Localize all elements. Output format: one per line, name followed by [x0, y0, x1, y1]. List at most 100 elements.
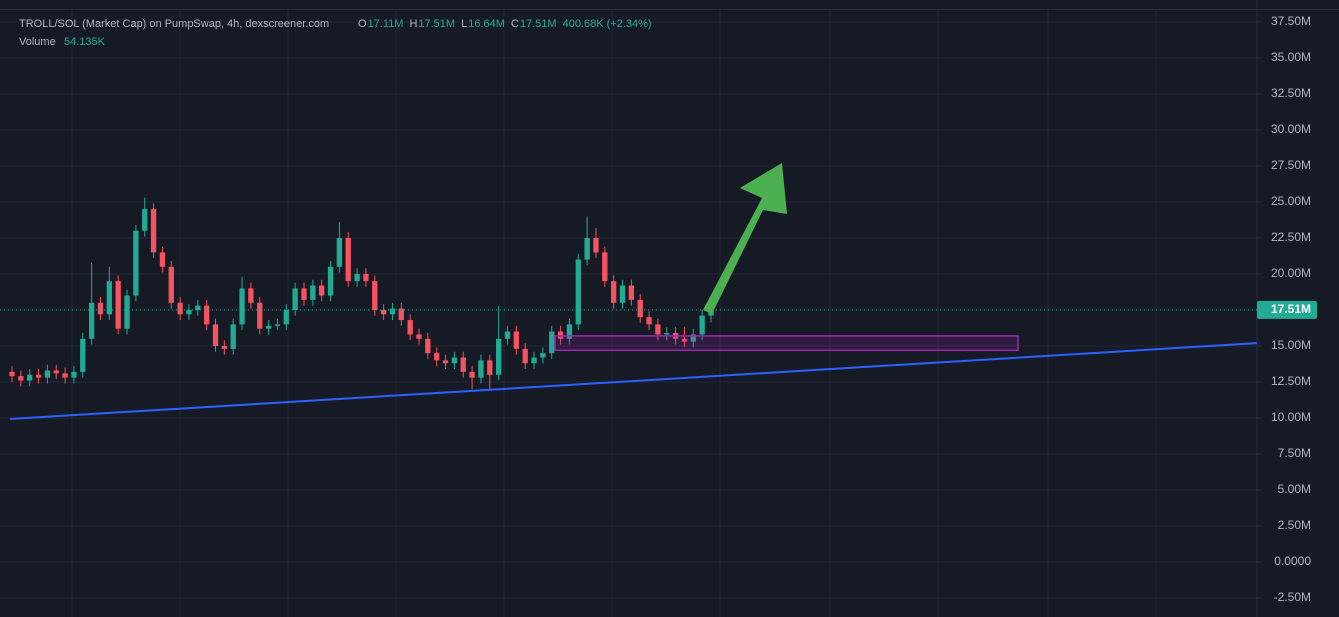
candle-body: [204, 305, 210, 325]
marks-layer: [0, 197, 1258, 420]
candle-body: [602, 252, 608, 282]
candle-body: [398, 308, 404, 321]
candle-body: [540, 353, 546, 358]
y-tick-label: 30.00M: [1271, 122, 1311, 136]
candle-body: [690, 334, 696, 342]
candle-body: [248, 288, 254, 303]
candle-body: [495, 338, 502, 375]
candle-body: [62, 373, 68, 378]
candle-body: [133, 230, 139, 296]
y-tick-label: 35.00M: [1271, 50, 1311, 64]
candle-body: [584, 237, 590, 260]
candle-body: [451, 357, 458, 364]
y-tick-label: 20.00M: [1271, 266, 1311, 280]
candle-body: [71, 371, 77, 378]
legend-key: H: [409, 18, 417, 30]
y-tick-label: 5.00M: [1278, 482, 1311, 496]
candle-body: [593, 237, 599, 253]
candle-body: [681, 338, 688, 342]
legend-key: C: [511, 18, 519, 30]
candle-body: [380, 309, 387, 315]
candle-body: [487, 360, 493, 375]
candle-body: [478, 360, 484, 378]
candle-body: [35, 374, 42, 378]
candle-body: [611, 281, 617, 303]
text-layer: TROLL/SOL (Market Cap) on PumpSwap, 4h, …: [19, 14, 1317, 604]
candle-body: [345, 237, 351, 282]
candle-body: [319, 285, 325, 296]
y-tick-label: 10.00M: [1271, 410, 1311, 424]
candle-body: [44, 370, 51, 378]
candle-body: [416, 334, 422, 339]
candle-body: [301, 288, 307, 300]
candle-body: [283, 309, 289, 325]
candle-body: [504, 331, 511, 339]
legend-value: 17.11M: [368, 18, 404, 30]
candle-body: [664, 333, 670, 335]
support-zone: [554, 335, 1019, 352]
legend-key: O: [358, 18, 367, 30]
candle-body: [336, 237, 343, 267]
y-tick-label: 7.50M: [1278, 446, 1311, 460]
candle-body: [292, 288, 298, 310]
trendline: [9, 342, 1258, 420]
legend-key: L: [461, 18, 467, 30]
legend-change: 400.68K (+2.34%): [563, 18, 652, 30]
legend-value: 16.64M: [468, 18, 505, 30]
candle-body: [27, 374, 33, 381]
y-tick-label: 37.50M: [1271, 14, 1311, 28]
candle-body: [212, 324, 219, 346]
y-tick-label: -2.50M: [1274, 590, 1311, 604]
candle-body: [619, 285, 626, 303]
last-price-tag: [1257, 300, 1317, 319]
candle-body: [549, 331, 555, 354]
candle-body: [265, 325, 272, 329]
candle-body: [88, 302, 95, 339]
candle-body: [310, 285, 316, 300]
candle-body: [18, 376, 24, 381]
y-tick-label: 15.00M: [1271, 338, 1311, 352]
candle-body: [513, 331, 519, 349]
volume-key: Volume: [19, 36, 56, 48]
y-tick-label: 27.50M: [1271, 158, 1311, 172]
candle-body: [221, 345, 228, 349]
candle-body: [177, 302, 183, 315]
candle-body: [239, 288, 245, 325]
y-tick-label: 2.50M: [1278, 518, 1311, 532]
candle-body: [531, 357, 537, 364]
y-tick-label: 0.0000: [1274, 554, 1311, 568]
candle-body: [106, 281, 112, 315]
candle-body: [168, 266, 174, 303]
candle-body: [646, 317, 652, 325]
candle-body: [442, 360, 449, 364]
candle-body: [469, 371, 475, 378]
volume-value: 54.135K: [64, 36, 106, 48]
candle-body: [363, 273, 369, 282]
candle-body: [699, 315, 705, 335]
legend-value: 17.51M: [418, 18, 455, 30]
y-tick-label: 22.50M: [1271, 230, 1311, 244]
vertical-grid: [71, 10, 1157, 617]
candle-body: [97, 302, 104, 315]
candle-body: [124, 295, 130, 329]
candle-body: [655, 324, 661, 335]
candle-body: [425, 338, 431, 354]
candle-body: [389, 308, 396, 315]
last-price-label: 17.51M: [1271, 302, 1311, 316]
candle-body: [195, 305, 201, 310]
y-tick-label: 32.50M: [1271, 86, 1311, 100]
candle-body: [566, 324, 573, 339]
candle-body: [159, 252, 166, 267]
candle-body: [186, 309, 192, 315]
candle-body: [9, 371, 15, 377]
candle-body: [274, 324, 281, 326]
candle-body: [628, 285, 635, 300]
candle-body: [354, 273, 360, 282]
legend-value: 17.51M: [520, 18, 557, 30]
up-arrow: [703, 163, 787, 314]
candle-body: [150, 209, 157, 253]
candle-body: [434, 353, 440, 361]
